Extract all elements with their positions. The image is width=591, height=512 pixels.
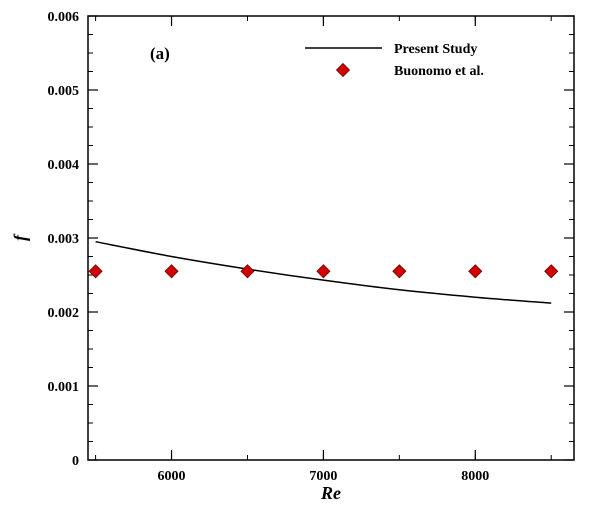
legend: Present Study Buonomo et al. [305,42,484,79]
data-point-buonomo [544,264,559,279]
legend-label-present-study: Present Study [394,42,477,57]
y-tick-label: 0.004 [48,158,80,173]
y-tick-label: 0.006 [48,10,80,25]
minor-ticks [88,15,574,461]
x-axis-title: Re [320,483,341,503]
y-tick-label: 0.001 [48,380,80,395]
major-ticks [88,15,574,461]
series-line-layer [95,240,552,304]
x-tick-label: 8000 [461,469,489,484]
data-point-buonomo [468,264,483,279]
x-tick-label: 6000 [158,469,186,484]
panel-label: (a) [150,44,170,63]
y-axis-title: f [10,233,30,241]
data-point-buonomo [240,264,255,279]
x-tick-label: 7000 [309,469,337,484]
data-point-buonomo [164,264,179,279]
data-point-buonomo [316,264,331,279]
tick-labels: 6000 7000 8000 0 0.001 0.002 0.003 0.004 0.005 0.… [48,10,490,484]
y-tick-label: 0.005 [48,84,80,99]
y-tick-label: 0 [72,454,79,469]
series-line-present-study [95,240,552,304]
y-tick-label: 0.003 [48,232,80,247]
legend-label-buonomo: Buonomo et al. [394,64,484,79]
data-point-buonomo [392,264,407,279]
legend-diamond-swatch [335,62,351,78]
data-point-buonomo [88,264,103,279]
plot-frame [87,15,575,461]
series-marker-layer [88,264,559,279]
y-tick-label: 0.002 [48,306,80,321]
